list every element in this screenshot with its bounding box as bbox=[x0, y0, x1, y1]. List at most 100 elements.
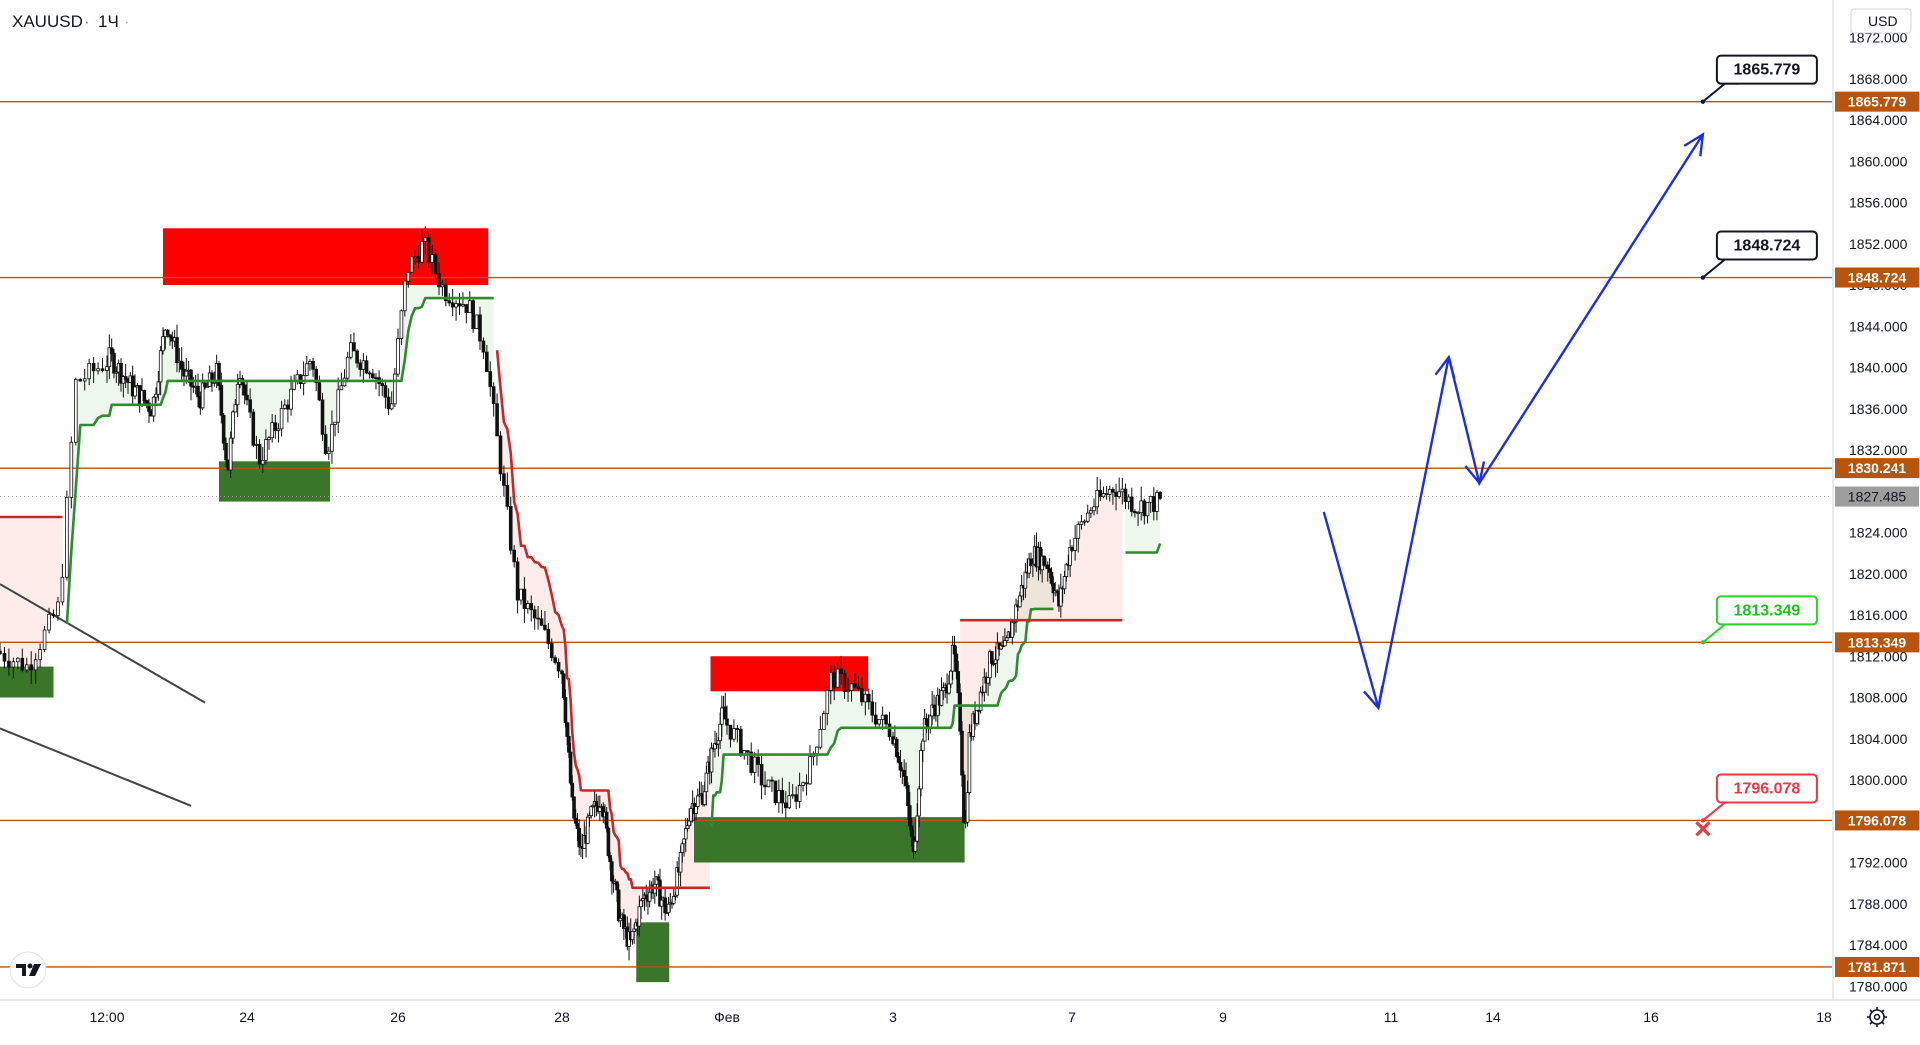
candle-body bbox=[82, 378, 87, 382]
candle bbox=[224, 437, 228, 468]
candle-body bbox=[702, 791, 707, 806]
x-tick-label: 26 bbox=[390, 1009, 406, 1025]
candle-body bbox=[716, 740, 721, 745]
candle-body bbox=[915, 815, 920, 842]
callout-3[interactable]: 1796.078 bbox=[1700, 773, 1818, 823]
candle bbox=[389, 391, 394, 411]
candle-body bbox=[866, 693, 871, 703]
candle-body bbox=[565, 722, 569, 737]
candle-body bbox=[298, 374, 303, 385]
demand-zone-3[interactable] bbox=[694, 817, 965, 863]
interval-label[interactable]: 1Ч bbox=[98, 12, 119, 31]
candle-body bbox=[773, 780, 778, 804]
header-more[interactable]: · bbox=[124, 12, 130, 31]
candle-body bbox=[355, 350, 359, 364]
callout-1[interactable]: 1848.724 bbox=[1700, 230, 1818, 280]
candle-body bbox=[314, 368, 319, 384]
candle-body bbox=[543, 624, 547, 630]
candle-body bbox=[270, 422, 274, 439]
candle-body bbox=[161, 336, 165, 352]
candle-body bbox=[65, 497, 69, 578]
candle-body bbox=[856, 686, 861, 690]
x-tick-label: 18 bbox=[1816, 1009, 1832, 1025]
currency-label[interactable]: USD bbox=[1868, 13, 1898, 29]
candle-body bbox=[739, 728, 743, 756]
demand-zone-1[interactable] bbox=[219, 461, 331, 502]
candle bbox=[1082, 519, 1087, 526]
candle bbox=[416, 245, 421, 269]
candle-body bbox=[1114, 491, 1118, 497]
candle bbox=[481, 337, 486, 359]
trendline-0[interactable] bbox=[0, 583, 206, 704]
supertrend-fill-4 bbox=[960, 490, 1123, 823]
candle-body bbox=[345, 356, 350, 379]
candle-layer bbox=[0, 226, 1162, 961]
candle-body bbox=[168, 334, 172, 338]
current-price-tag[interactable] bbox=[1835, 486, 1919, 507]
currency-button[interactable]: USD bbox=[1850, 8, 1912, 34]
candle bbox=[1014, 598, 1018, 633]
candle-body bbox=[1129, 496, 1134, 512]
candle bbox=[151, 395, 156, 422]
callout-layer[interactable]: 1865.779 1848.724 1813.349 1796.078 ✕ bbox=[1693, 54, 1818, 844]
candle bbox=[130, 365, 135, 407]
candle bbox=[616, 883, 621, 923]
callout-0[interactable]: 1865.779 bbox=[1700, 54, 1818, 104]
x-tick-label: 16 bbox=[1643, 1009, 1659, 1025]
settings-gear-icon[interactable] bbox=[1867, 1007, 1887, 1027]
candle bbox=[267, 435, 271, 450]
trendline-layer[interactable] bbox=[0, 583, 206, 807]
candle bbox=[801, 781, 805, 792]
candle bbox=[396, 328, 400, 377]
level-price-tag[interactable] bbox=[1835, 458, 1919, 479]
symbol-label[interactable]: XAUUSD bbox=[12, 12, 83, 31]
level-price-tag[interactable] bbox=[1835, 956, 1919, 977]
candle-body bbox=[320, 399, 325, 435]
stop-marker[interactable]: ✕ bbox=[1693, 817, 1713, 844]
candle bbox=[399, 309, 404, 346]
candle bbox=[196, 373, 200, 408]
candle-body bbox=[420, 240, 424, 263]
y-tick-label: 1784.000 bbox=[1849, 937, 1908, 953]
candle bbox=[228, 431, 233, 478]
level-price-tag[interactable] bbox=[1835, 91, 1919, 112]
candle bbox=[1089, 506, 1093, 519]
price-axis[interactable]: 1872.0001868.0001864.0001860.0001856.000… bbox=[1832, 0, 1920, 1040]
trendline-1[interactable] bbox=[0, 727, 192, 807]
demand-zone-2[interactable] bbox=[636, 922, 670, 983]
callout-2[interactable]: 1813.349 bbox=[1700, 595, 1818, 645]
level-price-tag[interactable] bbox=[1835, 632, 1919, 653]
candle-body bbox=[919, 750, 923, 790]
candle bbox=[60, 563, 65, 606]
candle-body bbox=[430, 254, 434, 263]
candle-body bbox=[610, 861, 614, 882]
callout-label: 1865.779 bbox=[1734, 62, 1801, 79]
candle-body bbox=[682, 838, 686, 845]
candle-body bbox=[24, 664, 29, 671]
candle-body bbox=[491, 386, 496, 405]
candle bbox=[783, 791, 788, 819]
candle-body bbox=[572, 796, 576, 819]
candle-body bbox=[577, 828, 581, 848]
currency-button-frame[interactable] bbox=[1850, 8, 1912, 34]
candle bbox=[273, 414, 278, 439]
candle bbox=[1068, 539, 1072, 577]
candle bbox=[919, 743, 923, 797]
candle-body bbox=[179, 360, 184, 370]
candle-body bbox=[498, 435, 503, 475]
candle bbox=[233, 399, 238, 413]
projection-layer[interactable] bbox=[1322, 132, 1705, 711]
time-axis[interactable]: 12:00 24 26 28 Фев 3 7 9 11 14 16 18 bbox=[0, 999, 1920, 1040]
candle-body bbox=[947, 683, 951, 694]
candle-body bbox=[196, 385, 200, 398]
callout-label: 1796.078 bbox=[1734, 780, 1801, 797]
candle bbox=[1062, 570, 1067, 595]
candle bbox=[352, 332, 356, 352]
candle bbox=[958, 683, 962, 735]
candle bbox=[1129, 487, 1134, 517]
level-price-tag[interactable] bbox=[1835, 267, 1919, 288]
tradingview-logo[interactable] bbox=[9, 951, 47, 989]
candle-body bbox=[756, 756, 760, 765]
level-price-tag[interactable] bbox=[1835, 810, 1919, 831]
